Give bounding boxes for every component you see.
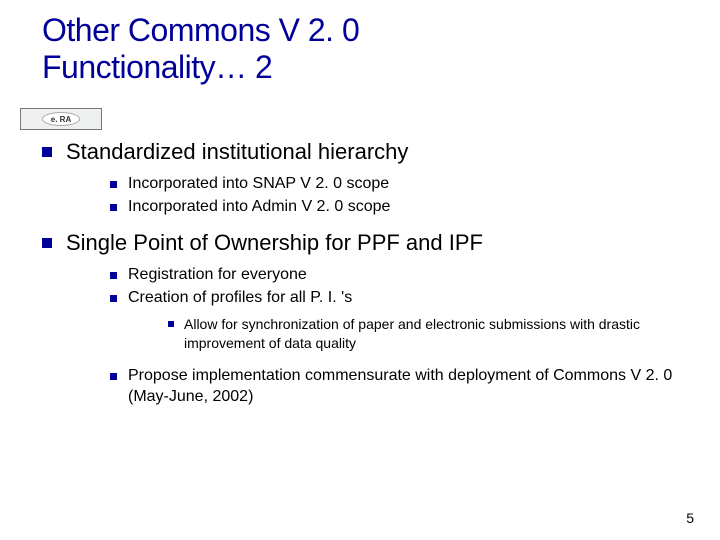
logo-oval: e. RA [42, 112, 80, 126]
l2-text: Incorporated into SNAP V 2. 0 scope [128, 174, 389, 195]
square-bullet-icon [110, 204, 117, 211]
l2-text: Propose implementation commensurate with… [128, 366, 690, 408]
l1-text: Single Point of Ownership for PPF and IP… [66, 230, 483, 255]
square-bullet-icon [110, 272, 117, 279]
l2-text-block: Creation of profiles for all P. I. 's Al… [128, 288, 690, 356]
square-bullet-icon [42, 238, 52, 248]
list-item: Allow for synchronization of paper and e… [168, 315, 690, 353]
list-item: Creation of profiles for all P. I. 's Al… [110, 288, 690, 356]
l2-text: Incorporated into Admin V 2. 0 scope [128, 197, 390, 218]
list-item: Standardized institutional hierarchy Inc… [42, 138, 690, 221]
slide-number: 5 [686, 510, 694, 526]
slide: Other Commons V 2. 0 Functionality… 2 e.… [0, 0, 720, 540]
slide-content: Standardized institutional hierarchy Inc… [42, 138, 690, 419]
square-bullet-icon [168, 321, 174, 327]
logo-inner: e. RA [42, 112, 80, 126]
l2-text: Creation of profiles for all P. I. 's [128, 289, 352, 306]
list-item: Single Point of Ownership for PPF and IP… [42, 229, 690, 410]
title-line-2: Functionality… 2 [42, 49, 272, 85]
list-item: Incorporated into Admin V 2. 0 scope [110, 197, 690, 218]
list-item: Registration for everyone [110, 265, 690, 286]
slide-title: Other Commons V 2. 0 Functionality… 2 [0, 0, 720, 92]
list-item: Incorporated into SNAP V 2. 0 scope [110, 174, 690, 195]
bullet-list-level2: Incorporated into SNAP V 2. 0 scope Inco… [110, 174, 690, 219]
square-bullet-icon [110, 181, 117, 188]
square-bullet-icon [42, 147, 52, 157]
l2-text: Registration for everyone [128, 265, 307, 286]
era-logo: e. RA [20, 108, 102, 130]
bullet-list-level3: Allow for synchronization of paper and e… [168, 315, 690, 353]
l3-text: Allow for synchronization of paper and e… [184, 315, 690, 353]
logo-text: e. RA [51, 115, 71, 124]
bullet-text: Single Point of Ownership for PPF and IP… [66, 229, 690, 410]
bullet-list-level1: Standardized institutional hierarchy Inc… [42, 138, 690, 411]
list-item: Propose implementation commensurate with… [110, 366, 690, 408]
square-bullet-icon [110, 295, 117, 302]
square-bullet-icon [110, 373, 117, 380]
title-line-1: Other Commons V 2. 0 [42, 12, 359, 48]
l1-text: Standardized institutional hierarchy [66, 139, 408, 164]
bullet-text: Standardized institutional hierarchy Inc… [66, 138, 690, 221]
bullet-list-level2: Registration for everyone Creation of pr… [110, 265, 690, 408]
